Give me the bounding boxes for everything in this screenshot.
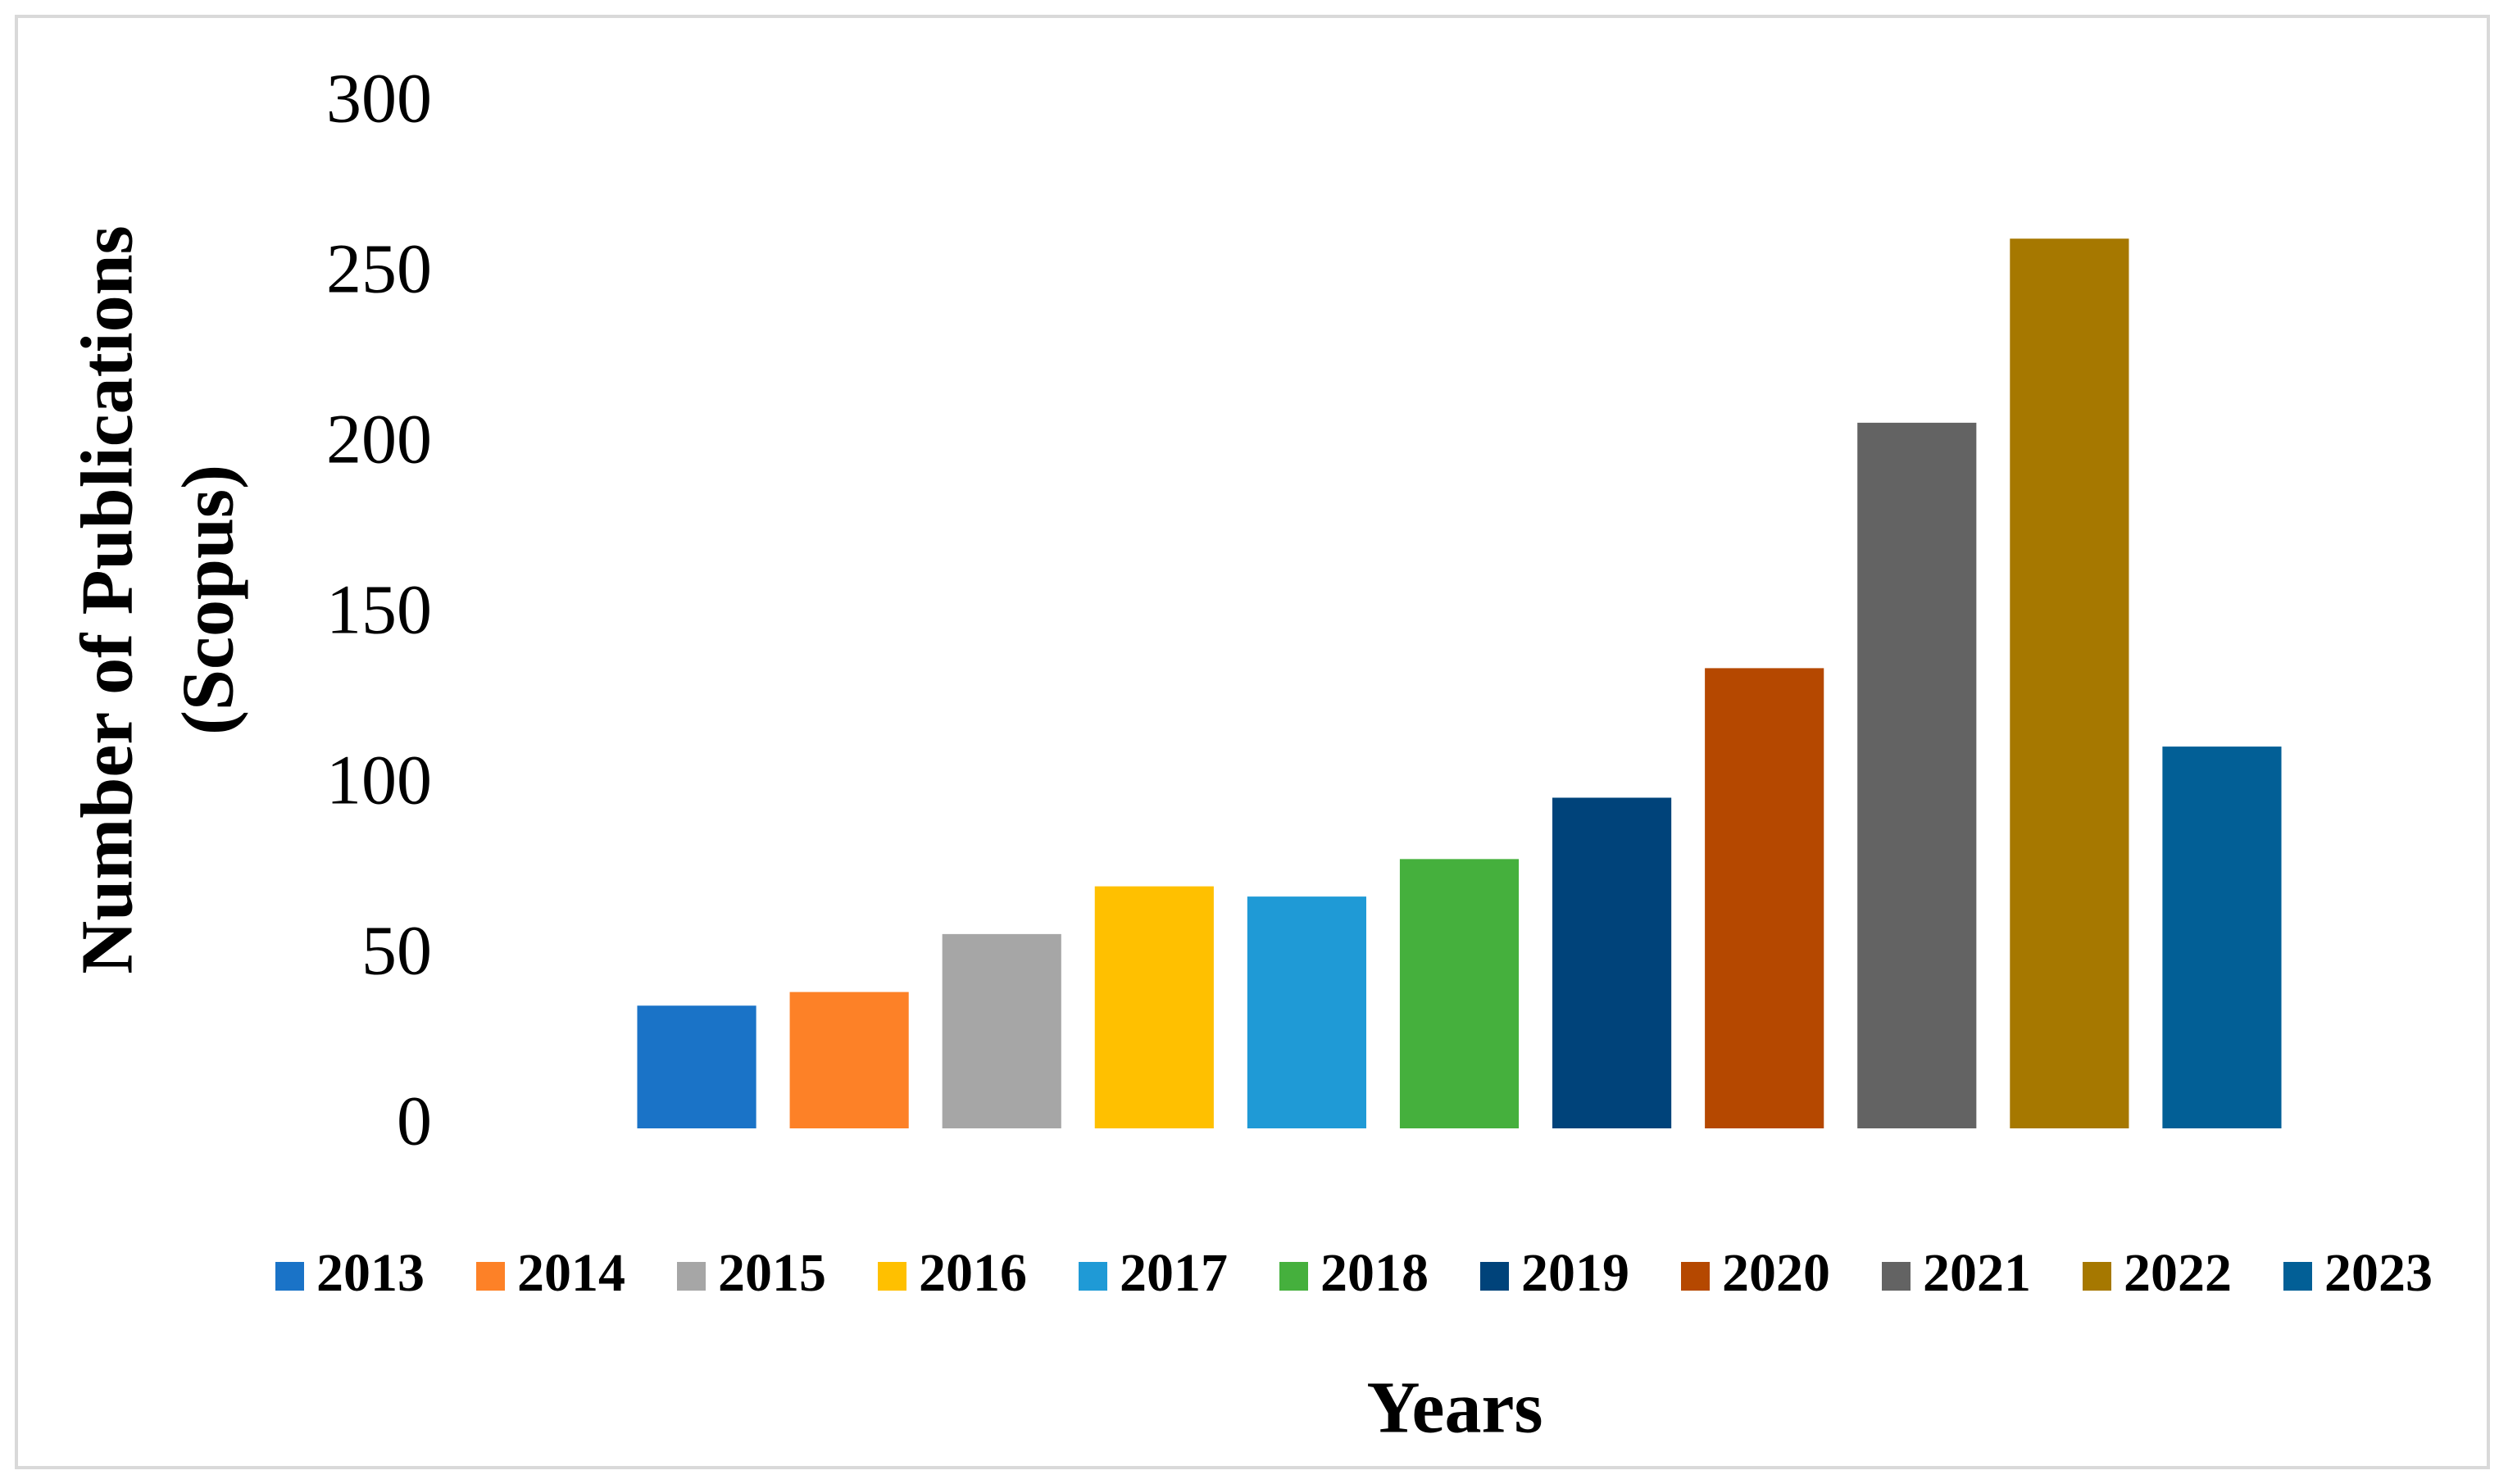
y-axis-title: (Scopus) (168, 465, 249, 735)
legend-label: 2020 (1722, 1243, 1830, 1303)
bar (789, 992, 909, 1128)
legend-label: 2021 (1923, 1243, 2031, 1303)
legend-label: 2018 (1320, 1243, 1429, 1303)
legend-swatch (476, 1262, 505, 1291)
bar (2010, 238, 2129, 1128)
bar (1705, 668, 1824, 1128)
y-axis-title: Number of Publications (67, 225, 148, 973)
legend-swatch (878, 1262, 906, 1291)
y-tick-label: 200 (326, 400, 432, 479)
legend-swatch (2283, 1262, 2312, 1291)
legend-label: 2016 (919, 1243, 1027, 1303)
legend-swatch (2083, 1262, 2111, 1291)
y-tick-label: 0 (397, 1082, 432, 1160)
legend-swatch (275, 1262, 304, 1291)
y-tick-label: 100 (326, 741, 432, 819)
bar (1247, 896, 1366, 1128)
bar (1094, 886, 1214, 1128)
legend-label: 2017 (1120, 1243, 1228, 1303)
y-tick-label: 50 (361, 911, 432, 990)
y-tick-label: 250 (326, 229, 432, 308)
legend-label: 2019 (1521, 1243, 1629, 1303)
legend-swatch (677, 1262, 706, 1291)
legend-label: 2014 (517, 1243, 625, 1303)
bar (1552, 797, 1672, 1128)
legend-swatch (1681, 1262, 1710, 1291)
y-tick-label: 150 (326, 570, 432, 649)
bar (637, 1005, 756, 1128)
bar (2162, 747, 2282, 1128)
y-tick-label: 300 (326, 59, 432, 138)
legend-swatch (1279, 1262, 1308, 1291)
bar (942, 933, 1061, 1128)
legend-swatch (1079, 1262, 1107, 1291)
x-axis-title: Years (1367, 1368, 1543, 1449)
legend-label: 2013 (316, 1243, 425, 1303)
legend-label: 2023 (2324, 1243, 2433, 1303)
legend-label: 2022 (2124, 1243, 2232, 1303)
legend-swatch (1882, 1262, 1911, 1291)
bar (1399, 859, 1520, 1128)
bar (1857, 422, 1977, 1128)
legend-label: 2015 (718, 1243, 826, 1303)
legend-swatch (1480, 1262, 1509, 1291)
